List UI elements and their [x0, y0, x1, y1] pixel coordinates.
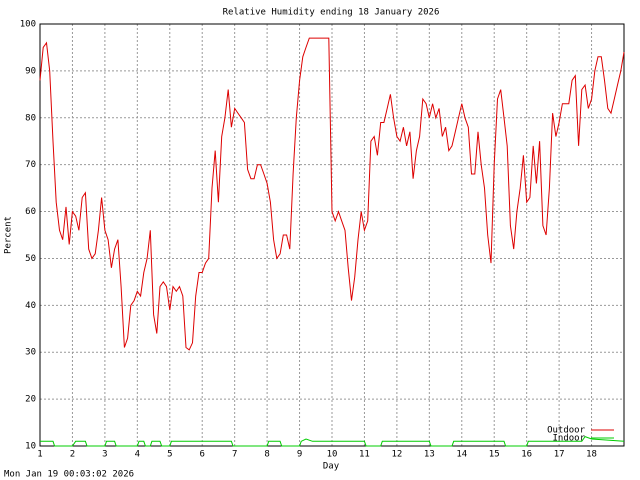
- y-tick-label: 30: [25, 348, 36, 358]
- x-tick-label: 11: [359, 450, 370, 460]
- x-tick-label: 1: [37, 450, 42, 460]
- y-tick-label: 50: [25, 254, 36, 264]
- x-tick-label: 7: [232, 450, 237, 460]
- chart-title: Relative Humidity ending 18 January 2026: [223, 8, 440, 18]
- y-tick-label: 40: [25, 301, 36, 311]
- timestamp: Mon Jan 19 00:03:02 2026: [4, 470, 134, 480]
- y-tick-label: 10: [25, 442, 36, 452]
- x-tick-label: 3: [102, 450, 107, 460]
- x-axis-label: Day: [323, 462, 340, 472]
- x-tick-label: 2: [70, 450, 75, 460]
- x-tick-label: 10: [327, 450, 338, 460]
- y-tick-label: 90: [25, 66, 36, 76]
- x-tick-label: 16: [521, 450, 532, 460]
- legend-label: Outdoor: [547, 426, 586, 436]
- data-line: [39, 37, 625, 351]
- y-tick-label: 60: [25, 207, 36, 217]
- x-tick-label: 4: [135, 450, 140, 460]
- y-tick-label: 80: [25, 113, 36, 123]
- y-tick-label: 70: [25, 160, 36, 170]
- x-tick-label: 18: [586, 450, 597, 460]
- data-line: [40, 435, 625, 447]
- x-tick-label: 9: [297, 450, 302, 460]
- x-tick-label: 13: [424, 450, 435, 460]
- x-tick-label: 6: [200, 450, 205, 460]
- x-tick-label: 14: [456, 450, 467, 460]
- x-tick-label: 8: [264, 450, 269, 460]
- x-tick-label: 12: [391, 450, 402, 460]
- legend-label: Indoor: [552, 434, 585, 444]
- x-tick-label: 15: [489, 450, 500, 460]
- plot-frame: [39, 23, 625, 447]
- y-axis-label: Percent: [4, 216, 14, 254]
- y-tick-label: 100: [20, 20, 36, 30]
- y-tick-label: 20: [25, 395, 36, 405]
- x-tick-label: 5: [167, 450, 172, 460]
- x-tick-label: 17: [554, 450, 565, 460]
